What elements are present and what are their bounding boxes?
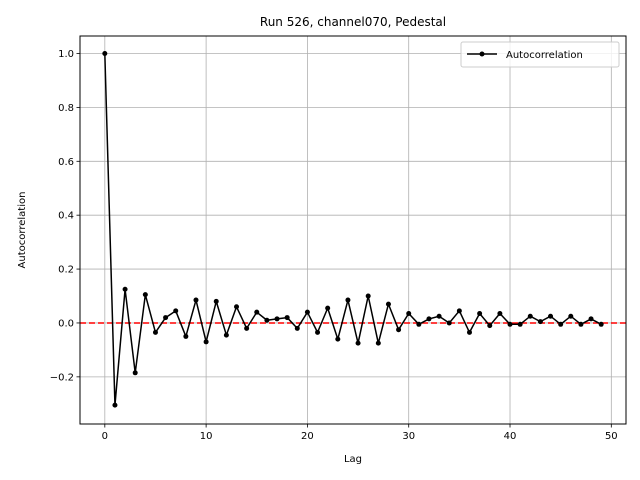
data-point	[396, 327, 402, 333]
data-point	[294, 325, 300, 331]
data-point	[406, 311, 412, 317]
data-point	[436, 313, 442, 319]
data-point	[315, 329, 321, 335]
data-point	[507, 321, 513, 327]
x-tick-label: 20	[301, 431, 314, 442]
data-point	[142, 292, 148, 298]
data-point	[487, 323, 493, 329]
data-point	[122, 286, 128, 292]
data-point	[598, 321, 604, 327]
data-point	[284, 315, 290, 321]
y-tick-label: 0.0	[58, 318, 74, 329]
x-tick-label: 10	[200, 431, 213, 442]
data-point	[568, 313, 574, 319]
y-tick-label: 0.8	[58, 103, 74, 114]
data-point	[325, 305, 331, 311]
legend-box	[460, 41, 620, 68]
data-point	[426, 316, 432, 322]
y-axis-label: Autocorrelation	[17, 192, 28, 269]
y-tick-label: 0.4	[58, 211, 74, 222]
data-point	[537, 319, 543, 325]
data-point	[548, 313, 554, 319]
data-point	[223, 332, 229, 338]
data-point	[173, 308, 179, 314]
data-point	[304, 309, 310, 315]
data-point	[244, 325, 250, 331]
y-axis-ticks: −0.2 0.0 0.2 0.4 0.6 0.8 1.0	[50, 49, 80, 383]
data-point	[264, 317, 270, 323]
data-point	[152, 329, 158, 335]
data-point	[456, 308, 462, 314]
data-point	[365, 293, 371, 299]
data-point	[102, 51, 108, 57]
data-point	[588, 316, 594, 322]
y-tick-label: 1.0	[58, 49, 74, 60]
data-point	[213, 298, 219, 304]
data-point	[163, 315, 169, 321]
plot-frame	[79, 35, 627, 425]
data-point	[183, 333, 189, 339]
series-group	[102, 51, 604, 408]
legend-marker-sample	[479, 51, 485, 57]
data-point	[578, 321, 584, 327]
data-point	[558, 321, 564, 327]
y-tick-label: 0.6	[58, 157, 74, 168]
data-point	[416, 321, 422, 327]
data-point	[193, 297, 199, 303]
data-point	[477, 311, 483, 317]
data-point	[466, 329, 472, 335]
x-tick-label: 0	[102, 431, 108, 442]
data-point	[254, 309, 260, 315]
data-point	[112, 402, 118, 408]
x-axis-ticks: 0 10 20 30 40 50	[102, 424, 618, 442]
data-point	[517, 321, 523, 327]
legend: Autocorrelation	[460, 41, 620, 68]
data-point	[385, 301, 391, 307]
data-point	[274, 316, 280, 322]
data-point	[132, 370, 138, 376]
data-point	[355, 340, 361, 346]
data-point	[375, 340, 381, 346]
x-tick-label: 40	[504, 431, 517, 442]
data-point	[446, 320, 452, 326]
x-tick-label: 50	[605, 431, 618, 442]
legend-entry-autocorrelation: Autocorrelation	[506, 50, 583, 61]
data-point	[203, 339, 209, 345]
y-tick-label: 0.2	[58, 265, 74, 276]
data-point	[335, 336, 341, 342]
chart-title: Run 526, channel070, Pedestal	[260, 15, 446, 29]
data-point	[345, 297, 351, 303]
data-point	[497, 311, 503, 317]
x-axis-label: Lag	[344, 454, 362, 465]
data-point	[234, 304, 240, 310]
data-point	[527, 313, 533, 319]
y-tick-label: −0.2	[50, 372, 74, 383]
x-tick-label: 30	[402, 431, 415, 442]
